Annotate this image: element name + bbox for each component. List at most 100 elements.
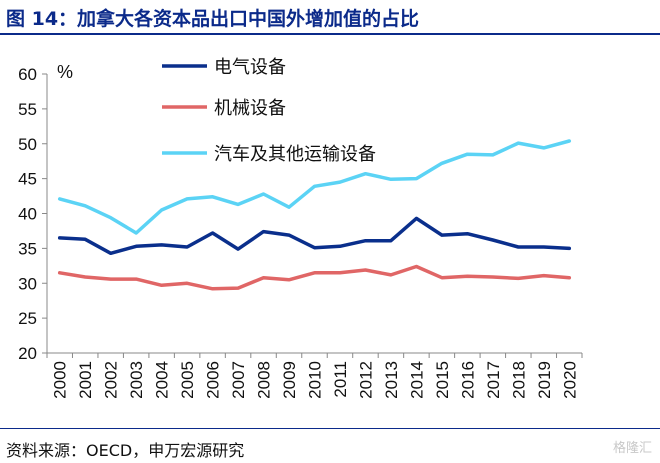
data-point: [185, 282, 189, 285]
data-point: [338, 271, 342, 274]
data-point: [389, 273, 393, 277]
y-tick-label: 45: [18, 170, 37, 189]
line-chart: 20 25 30 35 40 45 50 55 60 % 2000 2001 2002 2003 2004 2…: [18, 57, 583, 399]
data-point: [568, 247, 571, 250]
x-tick-label: 2018: [509, 361, 528, 399]
data-point: [262, 192, 265, 196]
data-point: [58, 197, 61, 201]
data-point: [236, 286, 240, 290]
data-point: [415, 177, 418, 180]
legend-label-2: 机械设备: [214, 98, 286, 119]
data-point: [364, 239, 367, 242]
data-point: [185, 245, 189, 249]
y-tick-label: 30: [18, 274, 37, 293]
data-point: [134, 277, 138, 281]
data-point: [287, 278, 291, 281]
x-tick-label: 2000: [51, 361, 70, 399]
data-point: [134, 245, 138, 248]
data-point: [313, 185, 316, 188]
source-note: 资料来源：OECD，申万宏源研究: [6, 441, 245, 460]
x-tick-label: 2002: [102, 361, 121, 399]
data-point: [338, 245, 342, 248]
data-point: [134, 231, 138, 235]
y-tick-label: 60: [18, 65, 37, 84]
data-point: [262, 276, 265, 279]
x-tick-label: 2011: [331, 361, 350, 398]
data-point: [287, 206, 291, 209]
data-point: [466, 275, 469, 278]
data-point: [160, 243, 163, 247]
data-point: [440, 162, 444, 165]
y-tick-label: 20: [18, 344, 37, 363]
x-tick-label: 2005: [178, 361, 197, 399]
watermark: 格隆汇: [612, 441, 652, 456]
y-tick-label: 50: [18, 135, 37, 154]
data-point: [491, 153, 495, 157]
data-point: [211, 287, 214, 291]
x-tick-label: 2009: [280, 361, 299, 399]
data-point: [542, 146, 545, 150]
data-point: [287, 233, 291, 237]
x-tick-label: 2014: [407, 361, 426, 399]
y-tick-label: 25: [18, 309, 37, 328]
x-tick-label: 2020: [560, 361, 579, 399]
x-tick-label: 2001: [76, 361, 95, 399]
legend-label-1: 电气设备: [214, 57, 286, 78]
data-point: [160, 284, 163, 287]
x-tick-label: 2007: [229, 361, 248, 399]
title-divider: [0, 33, 660, 35]
data-point: [517, 277, 520, 280]
data-point: [58, 271, 61, 274]
data-point: [262, 230, 265, 233]
data-point: [236, 247, 240, 251]
data-point: [84, 204, 87, 208]
data-point: [491, 275, 495, 279]
data-point: [491, 238, 495, 242]
data-point: [109, 277, 112, 281]
data-point: [211, 231, 214, 235]
x-tick-label: 2008: [255, 361, 274, 399]
data-point: [58, 236, 61, 240]
data-point: [109, 252, 112, 255]
data-point: [364, 268, 367, 272]
data-point: [338, 180, 342, 184]
data-point: [517, 141, 520, 145]
x-tick-label: 2017: [484, 361, 503, 399]
data-point: [542, 245, 545, 249]
data-point: [568, 276, 571, 279]
data-point: [313, 246, 316, 249]
x-tick-label: 2006: [204, 361, 223, 399]
data-point: [211, 195, 214, 198]
footer-divider: [0, 428, 660, 429]
x-tick-label: 2013: [382, 361, 401, 399]
data-point: [160, 208, 163, 212]
chart-series-lines: [57, 139, 572, 291]
data-point: [389, 178, 393, 181]
data-point: [313, 271, 316, 274]
x-tick-label: 2004: [153, 361, 172, 399]
chart-axes: 20 25 30 35 40 45 50 55 60 % 2000 2001 2002 2003 2004 2…: [18, 62, 583, 399]
data-point: [415, 265, 418, 268]
y-tick-label: 40: [18, 205, 37, 224]
data-point: [466, 232, 469, 235]
data-point: [517, 245, 520, 249]
data-point: [185, 197, 189, 201]
page-title: 图 14：加拿大各资本品出口中国外增加值的占比: [6, 8, 420, 30]
data-point: [84, 275, 87, 279]
x-tick-label: 2016: [458, 361, 477, 399]
data-point: [440, 276, 444, 279]
data-point: [84, 238, 87, 241]
data-point: [109, 216, 112, 219]
data-point: [389, 239, 393, 242]
x-tick-label: 2012: [356, 361, 375, 399]
data-point: [236, 203, 240, 206]
legend-label-3: 汽车及其他运输设备: [214, 144, 376, 165]
y-tick-label: 55: [18, 100, 37, 119]
x-tick-label: 2015: [433, 361, 452, 399]
y-tick-label: 35: [18, 239, 37, 258]
x-tick-label: 2019: [535, 361, 554, 399]
x-tick-label: 2010: [306, 361, 325, 399]
data-point: [415, 217, 418, 220]
data-point: [466, 153, 469, 156]
